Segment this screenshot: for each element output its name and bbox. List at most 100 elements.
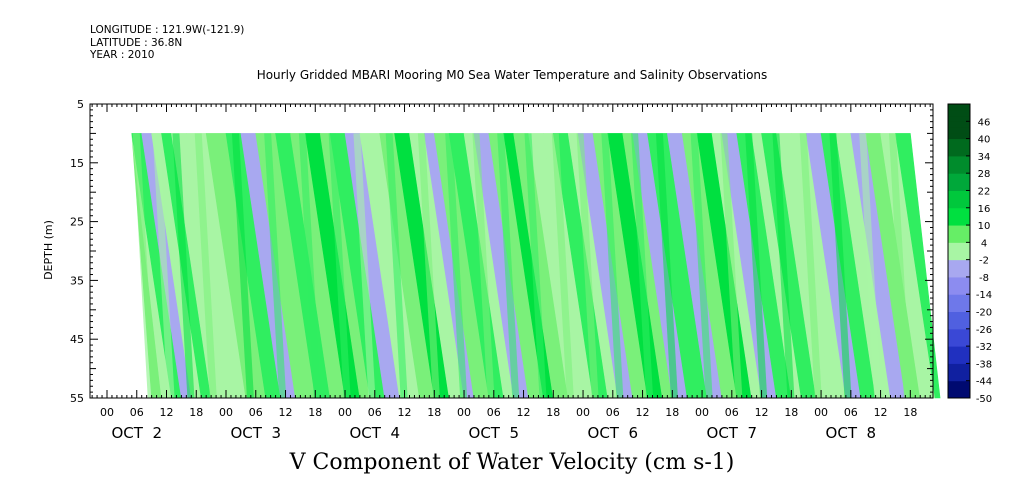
colorbar-segment (948, 225, 970, 232)
longitude-label: LONGITUDE : 121.9W(-121.9) (90, 24, 245, 36)
x-hour-label: 12 (160, 406, 174, 419)
colorbar-label: -38 (976, 359, 992, 370)
heatmap-streak (772, 133, 795, 398)
colorbar-segment (948, 265, 970, 272)
colorbar-segment (948, 369, 970, 376)
x-hour-label: 12 (279, 406, 293, 419)
colorbar-segment (948, 259, 970, 266)
heatmap-streak (472, 133, 495, 398)
y-tick-label: 35 (70, 274, 84, 287)
x-day-label: OCT 3 (230, 424, 281, 442)
colorbar-label: -32 (976, 342, 992, 353)
x-hour-label: 06 (844, 406, 858, 419)
colorbar-label: -50 (976, 394, 992, 405)
heatmap-streak (655, 133, 678, 398)
heatmap-band (895, 133, 941, 399)
heatmap-streak (720, 133, 743, 398)
x-hour-label: 00 (457, 406, 471, 419)
x-hour-label: 12 (636, 406, 650, 419)
x-hour-label: 06 (606, 406, 620, 419)
colorbar-segment (948, 109, 970, 117)
y-tick-label: 55 (70, 392, 84, 405)
x-hour-label: 06 (487, 406, 501, 419)
colorbar-segment (948, 346, 970, 353)
colorbar-segment (948, 207, 970, 215)
colorbar-label: -20 (976, 308, 992, 319)
colorbar-segment (948, 184, 970, 191)
colorbar-segment (948, 276, 970, 284)
heatmap-streak (172, 133, 195, 398)
colorbar-label: 28 (978, 169, 991, 180)
heatmap-streak (152, 133, 175, 398)
colorbar-segment (948, 167, 970, 174)
x-hour-label: 18 (546, 406, 560, 419)
x-hour-label: 18 (427, 406, 441, 419)
x-axis: 00 06 12 18 00 06 12 18 00 06 12 18 00 06 12 18 00 06 12 18… (91, 104, 931, 442)
colorbar-segment (948, 190, 970, 197)
x-hour-label: 06 (249, 406, 263, 419)
heatmap-streak (497, 133, 520, 398)
colorbar-segment (948, 300, 970, 307)
x-hour-label: 00 (338, 406, 352, 419)
colorbar-segment (948, 219, 970, 226)
x-hour-label: 06 (368, 406, 382, 419)
colorbar-frame (947, 103, 971, 399)
plot-area (131, 133, 941, 399)
colorbar-label: 16 (978, 204, 991, 215)
x-hour-label: 12 (874, 406, 888, 419)
heatmap-streak (745, 133, 768, 398)
colorbar-segment (948, 202, 970, 209)
heatmap-streak (690, 133, 713, 398)
colorbar-segment (948, 132, 970, 140)
colorbar-segment (948, 271, 970, 278)
colorbar-segment (948, 104, 970, 111)
y-tick-label: 25 (70, 216, 84, 229)
colorbar-segment (948, 213, 970, 220)
colorbar-segment (948, 161, 970, 168)
colorbar-segment (948, 323, 970, 330)
colorbar-label: 10 (978, 221, 991, 232)
x-hour-label: 18 (308, 406, 322, 419)
x-hour-label: 12 (398, 406, 412, 419)
heatmap-streak (132, 133, 155, 398)
x-hour-label: 12 (517, 406, 531, 419)
x-axis-title: V Component of Water Velocity (cm s-1) (289, 450, 735, 475)
colorbar-label: -2 (979, 256, 989, 267)
colorbar-segment (948, 288, 970, 295)
colorbar-segment (948, 127, 970, 134)
colorbar-segment (948, 248, 970, 255)
colorbar-segment (948, 363, 970, 370)
x-hour-label: 00 (814, 406, 828, 419)
colorbar-segment (948, 374, 970, 382)
x-hour-label: 00 (576, 406, 590, 419)
colorbar-segment (948, 305, 970, 313)
y-tick-label: 5 (77, 98, 84, 111)
y-axis: 5 15 25 35 45 55 (70, 98, 933, 405)
heatmap-streak (231, 133, 254, 398)
colorbar-segment (948, 121, 970, 128)
x-day-label: OCT 7 (707, 424, 758, 442)
colorbar-segment (948, 178, 970, 186)
heatmap-streak (298, 133, 321, 398)
colorbar-segment (948, 311, 970, 318)
heatmap-streak (417, 133, 440, 398)
y-axis-title: DEPTH (m) (42, 220, 55, 280)
heatmap-streak (524, 133, 547, 398)
colorbar-segment (948, 386, 970, 393)
colorbar-segment (948, 144, 970, 151)
colorbar-segment (948, 340, 970, 347)
colorbar-segment (948, 150, 970, 157)
colorbar-label: 40 (978, 135, 991, 146)
y-tick-label: 15 (70, 157, 84, 170)
x-day-label: OCT 6 (588, 424, 639, 442)
mooring-metadata: LONGITUDE : 121.9W(-121.9) LATITUDE : 36… (90, 24, 244, 62)
colorbar-label: -8 (979, 273, 989, 284)
x-hour-label: 18 (189, 406, 203, 419)
colorbar-segment (948, 138, 970, 145)
heatmap-streak (601, 133, 624, 398)
colorbar-segment (948, 253, 970, 261)
colorbar: 46 40 34 28 22 16 10 4 -2 -8 -14 -20 -26 -32 -38 -44 -50 (947, 103, 992, 405)
heatmap-streak (799, 133, 822, 398)
colorbar-label: 34 (978, 152, 991, 163)
x-hour-label: 06 (130, 406, 144, 419)
